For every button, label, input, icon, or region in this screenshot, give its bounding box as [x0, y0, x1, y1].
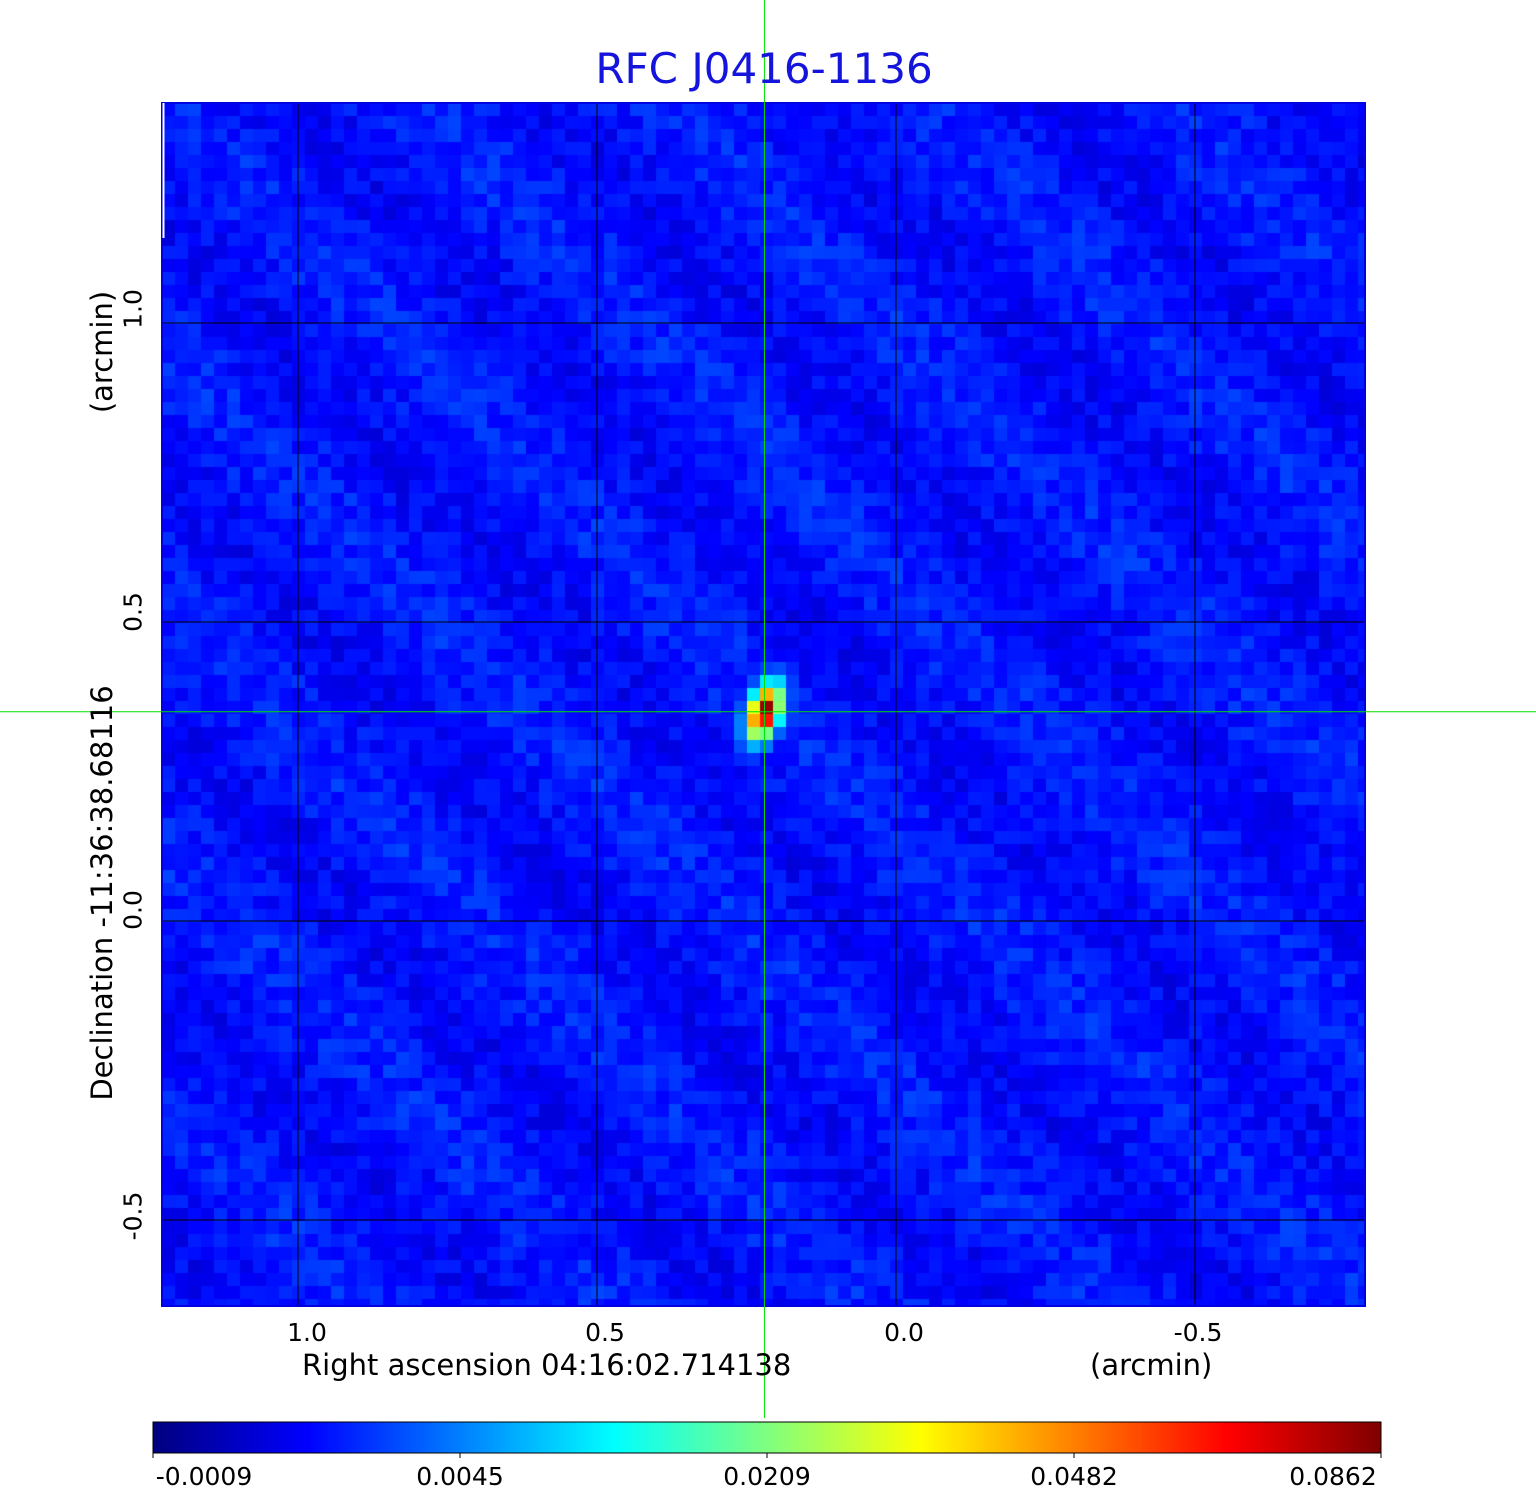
y-tick-label: 0.0: [118, 890, 148, 930]
x-axis-unit: (arcmin): [1090, 1348, 1213, 1382]
colorbar-tick-label: 0.0209: [723, 1462, 811, 1491]
x-axis-label: Right ascension 04:16:02.714138: [302, 1348, 792, 1382]
chart-title: RFC J0416-1136: [595, 44, 933, 93]
x-tick-label: 0.0: [884, 1318, 924, 1347]
y-axis-label: Declination -11:36:38.68116: [85, 685, 119, 1101]
y-tick-label: -0.5: [118, 1191, 148, 1241]
y-tick-label: 0.5: [118, 592, 148, 632]
y-axis-unit: (arcmin): [85, 290, 119, 414]
plot-frame: [161, 102, 1366, 1307]
colorbar-tick-label: 0.0045: [416, 1462, 504, 1491]
x-tick-label: 1.0: [287, 1318, 327, 1347]
colorbar: [152, 1421, 1382, 1454]
colorbar-tick-label: 0.0862: [1289, 1462, 1377, 1491]
x-tick-label: -0.5: [1173, 1318, 1223, 1347]
y-tick-label: 1.0: [118, 289, 148, 329]
x-tick-label: 0.5: [585, 1318, 625, 1347]
colorbar-tick-label: 0.0482: [1030, 1462, 1118, 1491]
colorbar-tick-label: -0.0009: [155, 1462, 253, 1491]
